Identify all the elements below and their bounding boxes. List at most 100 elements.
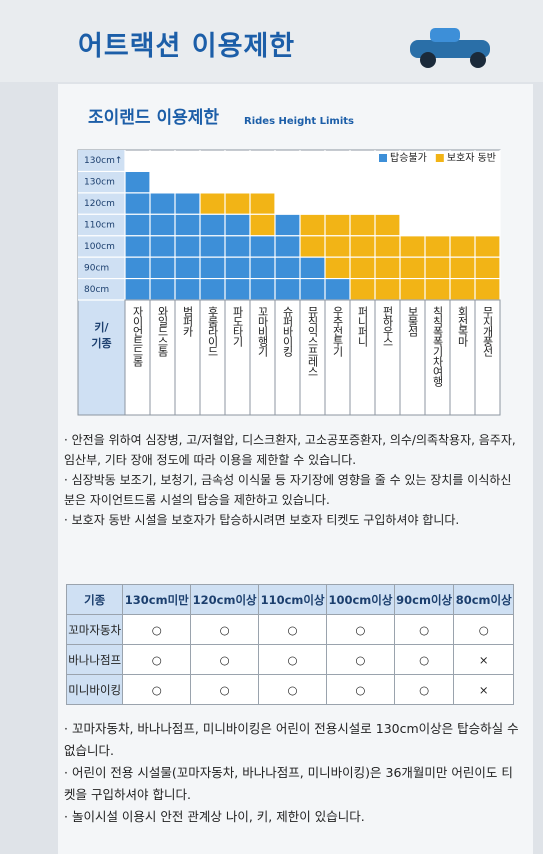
x-tick-label: 펀하우스 [381, 306, 394, 346]
bar-segment [450, 235, 475, 300]
table-row: 미니바이킹 ○ ○ ○ ○ ○ × [65, 674, 514, 705]
table-cell: ○ [326, 614, 395, 645]
y-tick-label: 90cm [84, 263, 109, 273]
bar-segment [150, 192, 175, 300]
x-tick-label: 회전목마 [456, 306, 469, 347]
table: 기종 130cm미만 120cm이상 110cm이상 100cm이상 90cm이상 80cm… [65, 584, 514, 705]
bar-segment [225, 192, 250, 215]
table-cell: ○ [326, 644, 395, 675]
category-cell [474, 299, 501, 416]
table-header-cell: 110cm이상 [258, 584, 327, 615]
y-tick-label: 110cm [84, 221, 115, 231]
bar-segment [325, 278, 350, 300]
x-tick-label: 무지개풍선 [481, 306, 494, 357]
x-tick-label: 꼬마비행기 [256, 306, 269, 357]
bar-segment [425, 235, 450, 300]
note: · 심장박동 보조기, 보청기, 금속성 이식물 등 자기장에 영향을 줄 수 … [64, 473, 512, 507]
table-cell: ○ [393, 644, 455, 675]
notes-top: · 안전을 위하여 심장병, 고/저혈압, 디스크환자, 고소공포증환자, 의수… [64, 430, 519, 530]
y-tick-label: 120cm [84, 199, 115, 209]
note: · 어린이 전용 시설물(꼬마자동차, 바나나점프, 미니바이킹)은 36개월미… [64, 765, 513, 802]
table-header: 기종 130cm미만 120cm이상 110cm이상 100cm이상 90cm이상 80cm… [65, 584, 514, 615]
bar-segment [200, 192, 225, 215]
page-title: 어트랙션 이용제한 [78, 31, 296, 62]
table-cell: ○ [393, 614, 455, 645]
table-row: 꼬마자동차 ○ ○ ○ ○ ○ ○ [65, 614, 514, 645]
table-cell: 꼬마자동차 [65, 614, 124, 645]
table-header-cell: 100cm이상 [326, 584, 395, 615]
x-tick-label: 와일드스톰 [156, 306, 169, 357]
bar-segment [400, 235, 425, 300]
y-tick-label: 130cm [84, 178, 115, 188]
table-cell: ○ [453, 614, 514, 645]
table-cell: × [453, 644, 514, 675]
legend-label: 보호자 동반 [447, 152, 496, 164]
table-cell: ○ [122, 644, 192, 675]
axis-header: 키/기종 [91, 320, 111, 350]
table-cell: 바나나점프 [65, 644, 124, 675]
x-tick-label: 우주전투기 [331, 306, 344, 357]
category-cell [224, 299, 251, 416]
legend-swatch [435, 154, 444, 162]
category-cell [124, 299, 151, 416]
x-tick-label: 칙칙폭폭기차여행 [431, 306, 444, 387]
y-tick-label: 100cm [84, 242, 115, 252]
chart-subtitle: Rides Height Limits [244, 116, 354, 127]
note: · 안전을 위하여 심장병, 고/저혈압, 디스크환자, 고소공포증환자, 의수… [64, 433, 516, 467]
category-cell [324, 299, 351, 416]
table-cell: ○ [326, 674, 395, 705]
x-tick-label: 범퍼카 [181, 306, 194, 337]
chart-title: 조이랜드 이용제한 [88, 108, 219, 128]
category-cell [199, 299, 226, 416]
category-cell [399, 299, 426, 416]
table-cell: ○ [190, 614, 260, 645]
table-cell: ○ [258, 614, 327, 645]
table-cell: ○ [258, 674, 327, 705]
bar-segment [475, 235, 500, 300]
bar-segment [325, 214, 350, 279]
legend-label: 탑승불가 [390, 152, 427, 164]
table-cell: ○ [122, 614, 192, 645]
x-tick-label: 뮤직익스프레스 [306, 306, 319, 376]
x-tick-label: 퍼니퍼니 [356, 306, 369, 347]
notes-bottom: · 꼬마자동차, 바나나점프, 미니바이킹은 어린이 전용시설로 130cm이상… [64, 718, 519, 828]
table-cell: × [453, 674, 514, 705]
note: · 보호자 동반 시설을 보호자가 탑승하시려면 보호자 티켓도 구입하셔야 합… [64, 513, 460, 527]
bar-segment [250, 235, 275, 300]
x-tick-label: 후룸라이드 [206, 306, 219, 356]
note: · 놀이시설 이용시 안전 관계상 나이, 키, 제한이 있습니다. [64, 809, 365, 824]
table-header-cell: 130cm미만 [122, 584, 192, 615]
y-tick-label: 130cm↑ [84, 156, 122, 166]
x-tick-label: 파도타기 [231, 306, 244, 347]
y-tick-label: 80cm [84, 285, 109, 295]
category-cell [349, 299, 376, 416]
category-cell [299, 299, 326, 416]
bar-segment [175, 192, 200, 300]
note: · 꼬마자동차, 바나나점프, 미니바이킹은 어린이 전용시설로 130cm이상… [64, 721, 519, 758]
table-cell: ○ [393, 674, 455, 705]
x-tick-label: 슈퍼바이킹 [281, 306, 294, 357]
table-header-cell: 80cm이상 [453, 584, 514, 615]
legend-swatch [379, 154, 387, 162]
table-row: 바나나점프 ○ ○ ○ ○ ○ × [65, 644, 514, 675]
table-cell: 미니바이킹 [65, 674, 124, 705]
table-cell: ○ [258, 644, 327, 675]
category-cell [174, 299, 201, 416]
table-cell: ○ [122, 674, 192, 705]
table-header-cell: 120cm이상 [190, 584, 260, 615]
table-cell: ○ [190, 644, 260, 675]
category-cell [374, 299, 401, 416]
axis-header-background [77, 299, 126, 416]
header: 어트랙션 이용제한 [0, 0, 543, 82]
category-cell [449, 299, 476, 416]
kart-icon [410, 28, 490, 68]
chart: 조이랜드 이용제한 Rides Height Limits 80cm 90cm 10… [77, 108, 501, 416]
category-cell [274, 299, 301, 416]
table-body: 꼬마자동차 ○ ○ ○ ○ ○ ○ 바나나점프 ○ ○ ○ ○ ○ × 미니바이킹 ○ ○ ○ ○ ○ × [65, 614, 514, 705]
category-cell [149, 299, 176, 416]
x-tick-label: 자이언트드롬 [131, 306, 144, 367]
axis-background [78, 150, 125, 300]
table-header-cell: 기종 [65, 584, 124, 615]
table-cell: ○ [190, 674, 260, 705]
